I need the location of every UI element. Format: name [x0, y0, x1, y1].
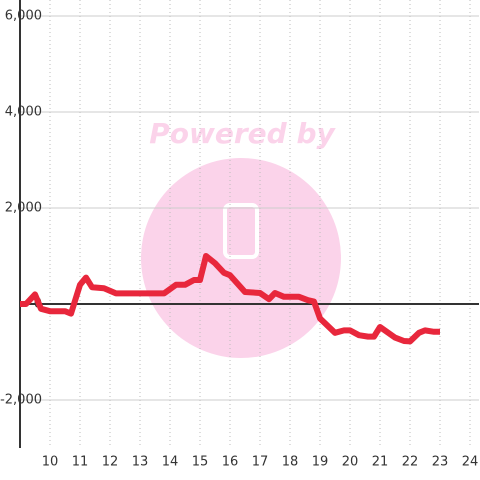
- x-tick-label: 22: [402, 455, 419, 470]
- x-tick-label: 18: [282, 455, 299, 470]
- x-tick-label: 12: [102, 455, 119, 470]
- x-tick-label: 20: [342, 455, 359, 470]
- x-tick-label: 17: [252, 455, 269, 470]
- x-tick-label: 19: [312, 455, 329, 470]
- y-tick-label: -2,000: [0, 393, 42, 408]
- y-tick-label: 6,000: [5, 9, 42, 24]
- watermark-logo: [223, 203, 259, 259]
- y-tick-label: 2,000: [5, 201, 42, 216]
- x-tick-label: 15: [192, 455, 209, 470]
- watermark-text: Powered by: [149, 117, 336, 150]
- x-tick-label: 21: [372, 455, 389, 470]
- x-tick-label: 23: [432, 455, 449, 470]
- plot-area: [20, 0, 479, 448]
- x-tick-label: 11: [72, 455, 89, 470]
- x-tick-label: 14: [162, 455, 179, 470]
- x-tick-label: 16: [222, 455, 239, 470]
- x-tick-label: 10: [42, 455, 59, 470]
- x-tick-label: 24: [462, 455, 479, 470]
- data-line: [20, 253, 440, 345]
- y-tick-label: 4,000: [5, 105, 42, 120]
- x-tick-label: 13: [132, 455, 149, 470]
